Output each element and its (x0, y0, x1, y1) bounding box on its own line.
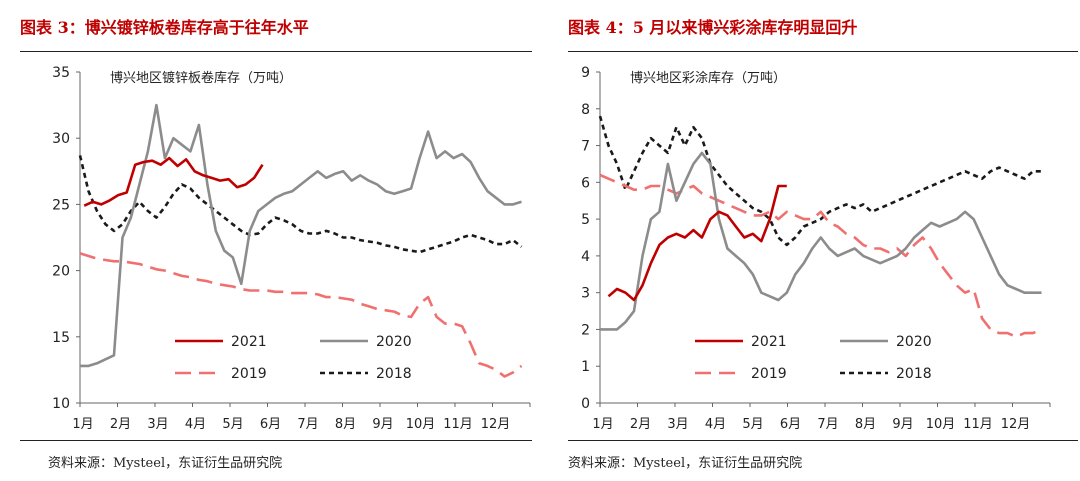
legend-label-2018: 2018 (896, 366, 932, 382)
x-tick-label: 9月 (372, 417, 393, 432)
x-tick-label: 7月 (817, 417, 838, 432)
y-tick-label: 20 (52, 264, 70, 280)
x-tick-label: 8月 (855, 417, 876, 432)
y-axis-label: 博兴地区镀锌板卷库存（万吨） (110, 70, 292, 86)
bottom-divider-right (568, 440, 1078, 441)
source-note-left: 资料来源：Mysteel，东证衍生品研究院 (48, 456, 283, 471)
x-tick-label: 12月 (1001, 417, 1031, 432)
y-tick-label: 30 (52, 131, 70, 147)
y-tick-label: 9 (581, 65, 590, 81)
y-tick-label: 6 (581, 175, 590, 191)
y-tick-label: 35 (52, 65, 70, 81)
x-tick-label: 4月 (185, 417, 206, 432)
x-tick-label: 11月 (963, 417, 993, 432)
y-tick-label: 5 (581, 212, 590, 228)
x-tick-label: 6月 (260, 417, 281, 432)
x-tick-label: 10月 (926, 417, 956, 432)
title-divider-left (20, 51, 532, 52)
series-line-2020 (80, 103, 522, 368)
legend-label-2020: 2020 (376, 334, 412, 350)
chart-galvanized-inventory: 10 15 20 25 30 35 1月 2月 3月 4月 5月 6月 7月 8月 9月 10月 11月 12月 博… (52, 65, 531, 432)
x-tick-label: 5月 (742, 417, 763, 432)
y-tick-label: 15 (52, 330, 70, 346)
x-tick-label: 3月 (147, 417, 168, 432)
chart-color-coated-inventory: 0 1 2 3 4 5 6 7 8 9 1月 2月 3月 4月 5月 6月 7月 8月 9月 10月 11月 12月 博兴地… (581, 65, 1051, 432)
chart-title-right: 图表 4：5 月以来博兴彩涂库存明显回升 (568, 18, 858, 37)
series-line-2018 (78, 155, 523, 254)
x-tick-label: 7月 (297, 417, 318, 432)
x-tick-label: 2月 (110, 417, 131, 432)
series-line-2018 (598, 115, 1042, 247)
x-tick-label: 12月 (481, 417, 511, 432)
x-tick-label: 4月 (705, 417, 726, 432)
x-tick-label: 11月 (443, 417, 473, 432)
y-tick-label: 4 (581, 249, 590, 265)
y-tick-label: 10 (52, 396, 70, 412)
source-note-right: 资料来源：Mysteel，东证衍生品研究院 (568, 456, 803, 471)
legend-label-2020: 2020 (896, 334, 932, 350)
y-tick-label: 1 (581, 359, 590, 375)
legend-label-2021: 2021 (751, 334, 787, 350)
legend-label-2019: 2019 (231, 366, 267, 382)
y-tick-label: 2 (581, 322, 590, 338)
series-line-2021 (83, 156, 264, 207)
series-line-2020 (600, 151, 1042, 331)
x-tick-label: 9月 (892, 417, 913, 432)
series-line-2019 (599, 173, 1043, 339)
title-divider-right (568, 51, 1078, 52)
x-tick-label: 6月 (780, 417, 801, 432)
bottom-divider-left (20, 440, 532, 441)
x-tick-label: 3月 (667, 417, 688, 432)
left-panel: 图表 3：博兴镀锌板卷库存高于往年水平 10 15 20 25 30 35 1月 2月 3月 4月… (20, 18, 532, 471)
y-tick-label: 25 (52, 197, 70, 213)
x-tick-label: 2月 (630, 417, 651, 432)
x-tick-label: 5月 (222, 417, 243, 432)
x-tick-label: 1月 (592, 417, 613, 432)
y-tick-label: 0 (581, 396, 590, 412)
series-line-2021 (607, 184, 787, 302)
y-tick-label: 7 (581, 139, 590, 155)
x-tick-label: 8月 (335, 417, 356, 432)
legend-label-2018: 2018 (376, 366, 412, 382)
x-tick-label: 1月 (72, 417, 93, 432)
legend-label-2019: 2019 (751, 366, 787, 382)
right-panel: 图表 4：5 月以来博兴彩涂库存明显回升 0 1 2 3 4 5 6 7 8 9 1月 2月 3月 4月 5… (560, 0, 1080, 481)
x-tick-label: 10月 (406, 417, 436, 432)
chart-title-left: 图表 3：博兴镀锌板卷库存高于往年水平 (20, 18, 309, 37)
y-tick-label: 8 (581, 102, 590, 118)
series-line-2019 (79, 252, 523, 378)
legend-label-2021: 2021 (231, 334, 267, 350)
y-tick-label: 3 (581, 286, 590, 302)
y-axis-label: 博兴地区彩涂库存（万吨） (630, 70, 786, 86)
